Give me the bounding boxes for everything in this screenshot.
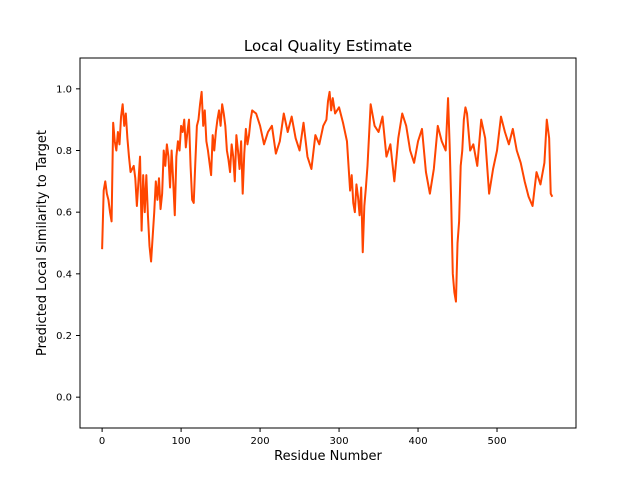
x-tick-label: 200 xyxy=(251,436,270,447)
y-tick-label: 0.8 xyxy=(56,146,72,157)
plot-frame xyxy=(79,57,577,429)
x-tick-label: 0 xyxy=(99,436,105,447)
y-axis-ticks: 0.0 0.2 0.4 0.6 0.8 1.0 xyxy=(56,84,80,404)
x-tick-label: 100 xyxy=(172,436,191,447)
plot-area xyxy=(101,90,554,303)
x-axis-ticks: 0 100 200 300 400 500 xyxy=(99,428,507,447)
y-tick-label: 1.0 xyxy=(56,84,72,95)
y-tick-label: 0.2 xyxy=(56,331,72,342)
x-tick-label: 500 xyxy=(487,436,506,447)
series-line xyxy=(101,90,554,303)
y-tick-label: 0.4 xyxy=(56,269,72,280)
x-axis-label: Residue Number xyxy=(274,449,382,464)
x-tick-label: 400 xyxy=(408,436,427,447)
y-axis-label: Predicted Local Similarity to Target xyxy=(35,130,50,356)
y-tick-label: 0.6 xyxy=(56,208,72,219)
chart-title: Local Quality Estimate xyxy=(244,37,412,55)
x-tick-label: 300 xyxy=(330,436,349,447)
y-tick-label: 0.0 xyxy=(56,393,72,404)
